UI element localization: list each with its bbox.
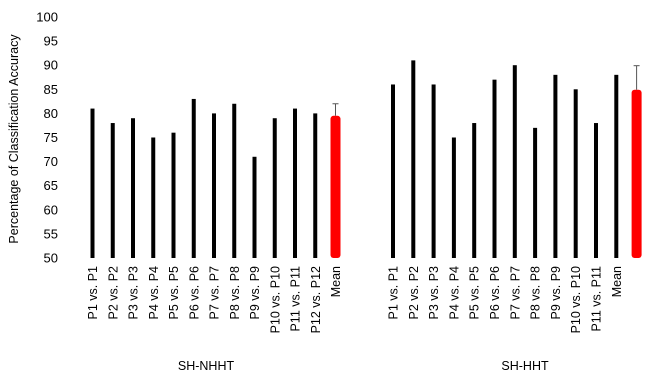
bars xyxy=(90,60,642,259)
y-tick-label: 85 xyxy=(44,82,58,97)
category-label: P4 vs. P4 xyxy=(447,266,461,320)
data-bar xyxy=(191,98,196,258)
data-bar xyxy=(110,123,115,258)
category-label: P6 vs. P6 xyxy=(187,266,201,320)
category-label: P7 vs. P7 xyxy=(508,266,522,320)
category-label: P5 vs. P5 xyxy=(468,266,482,320)
data-bar xyxy=(512,65,517,258)
data-bar xyxy=(472,123,477,258)
data-bar xyxy=(451,137,456,258)
category-label: P2 vs. P2 xyxy=(407,266,421,320)
category-label: P1 vs. P1 xyxy=(86,266,100,320)
category-label: P8 vs. P8 xyxy=(529,266,543,320)
category-label: P6 vs. P6 xyxy=(488,266,502,320)
category-label: P7 vs. P7 xyxy=(208,266,222,320)
y-tick-label: 100 xyxy=(36,10,58,25)
data-bar xyxy=(171,132,176,258)
category-label: P12 vs. P12 xyxy=(309,266,323,333)
data-bar xyxy=(492,79,497,258)
category-label: P9 vs. P9 xyxy=(549,266,563,320)
y-tick-label: 80 xyxy=(44,106,58,121)
mean-bar xyxy=(330,115,341,258)
y-tick-label: 95 xyxy=(44,34,58,49)
category-label: P3 vs. P3 xyxy=(127,266,141,320)
group-label: SH-NHHT xyxy=(178,359,235,373)
category-label: P5 vs. P5 xyxy=(167,266,181,320)
data-bar xyxy=(293,108,297,258)
data-bar xyxy=(252,156,257,258)
category-label: P9 vs. P9 xyxy=(248,266,262,320)
category-label: P10 vs. P10 xyxy=(569,266,583,333)
data-bar xyxy=(232,103,237,258)
category-label: P2 vs. P2 xyxy=(106,266,120,320)
data-bar xyxy=(411,60,416,258)
group-label: SH-HHT xyxy=(501,359,549,373)
y-tick-label: 90 xyxy=(44,58,58,73)
data-bar xyxy=(573,89,578,258)
data-bar xyxy=(313,113,318,259)
data-bar xyxy=(391,84,395,258)
category-label: P3 vs. P3 xyxy=(427,266,441,320)
data-bar xyxy=(212,113,216,259)
y-tick-label: 60 xyxy=(44,202,58,217)
data-bar xyxy=(90,108,95,258)
y-tick-label: 70 xyxy=(44,154,58,169)
y-tick-label: 65 xyxy=(44,178,58,193)
data-bar xyxy=(533,127,538,258)
group-labels: SH-NHHT SH-HHT xyxy=(178,359,549,373)
mean-bar xyxy=(631,89,642,258)
category-label: P4 vs. P4 xyxy=(147,266,161,320)
y-tick-label: 50 xyxy=(44,251,58,266)
category-label: P1 vs. P1 xyxy=(387,266,401,320)
y-axis-ticks: 50 55 60 65 70 75 80 85 90 95 100 xyxy=(36,10,58,266)
y-tick-label: 55 xyxy=(44,226,58,241)
category-label: Mean xyxy=(329,266,343,297)
category-label: P10 vs. P10 xyxy=(268,266,282,333)
y-axis-title: Percentage of Classification Accuracy xyxy=(7,34,21,244)
data-bar xyxy=(614,74,619,258)
category-labels: P1 vs. P1 P2 vs. P2 P3 vs. P3 P4 vs. P4 P5 v… xyxy=(86,266,624,333)
data-bar xyxy=(431,84,436,258)
data-bar xyxy=(131,118,135,258)
data-bar xyxy=(553,74,558,258)
data-bar xyxy=(594,123,598,258)
category-label: P8 vs. P8 xyxy=(228,266,242,320)
category-label: P11 vs. P11 xyxy=(289,266,303,332)
category-label: P11 vs. P11 xyxy=(590,266,604,332)
data-bar xyxy=(151,137,156,258)
category-label: Mean xyxy=(610,266,624,297)
data-bar xyxy=(272,118,277,258)
y-tick-label: 75 xyxy=(44,130,58,145)
